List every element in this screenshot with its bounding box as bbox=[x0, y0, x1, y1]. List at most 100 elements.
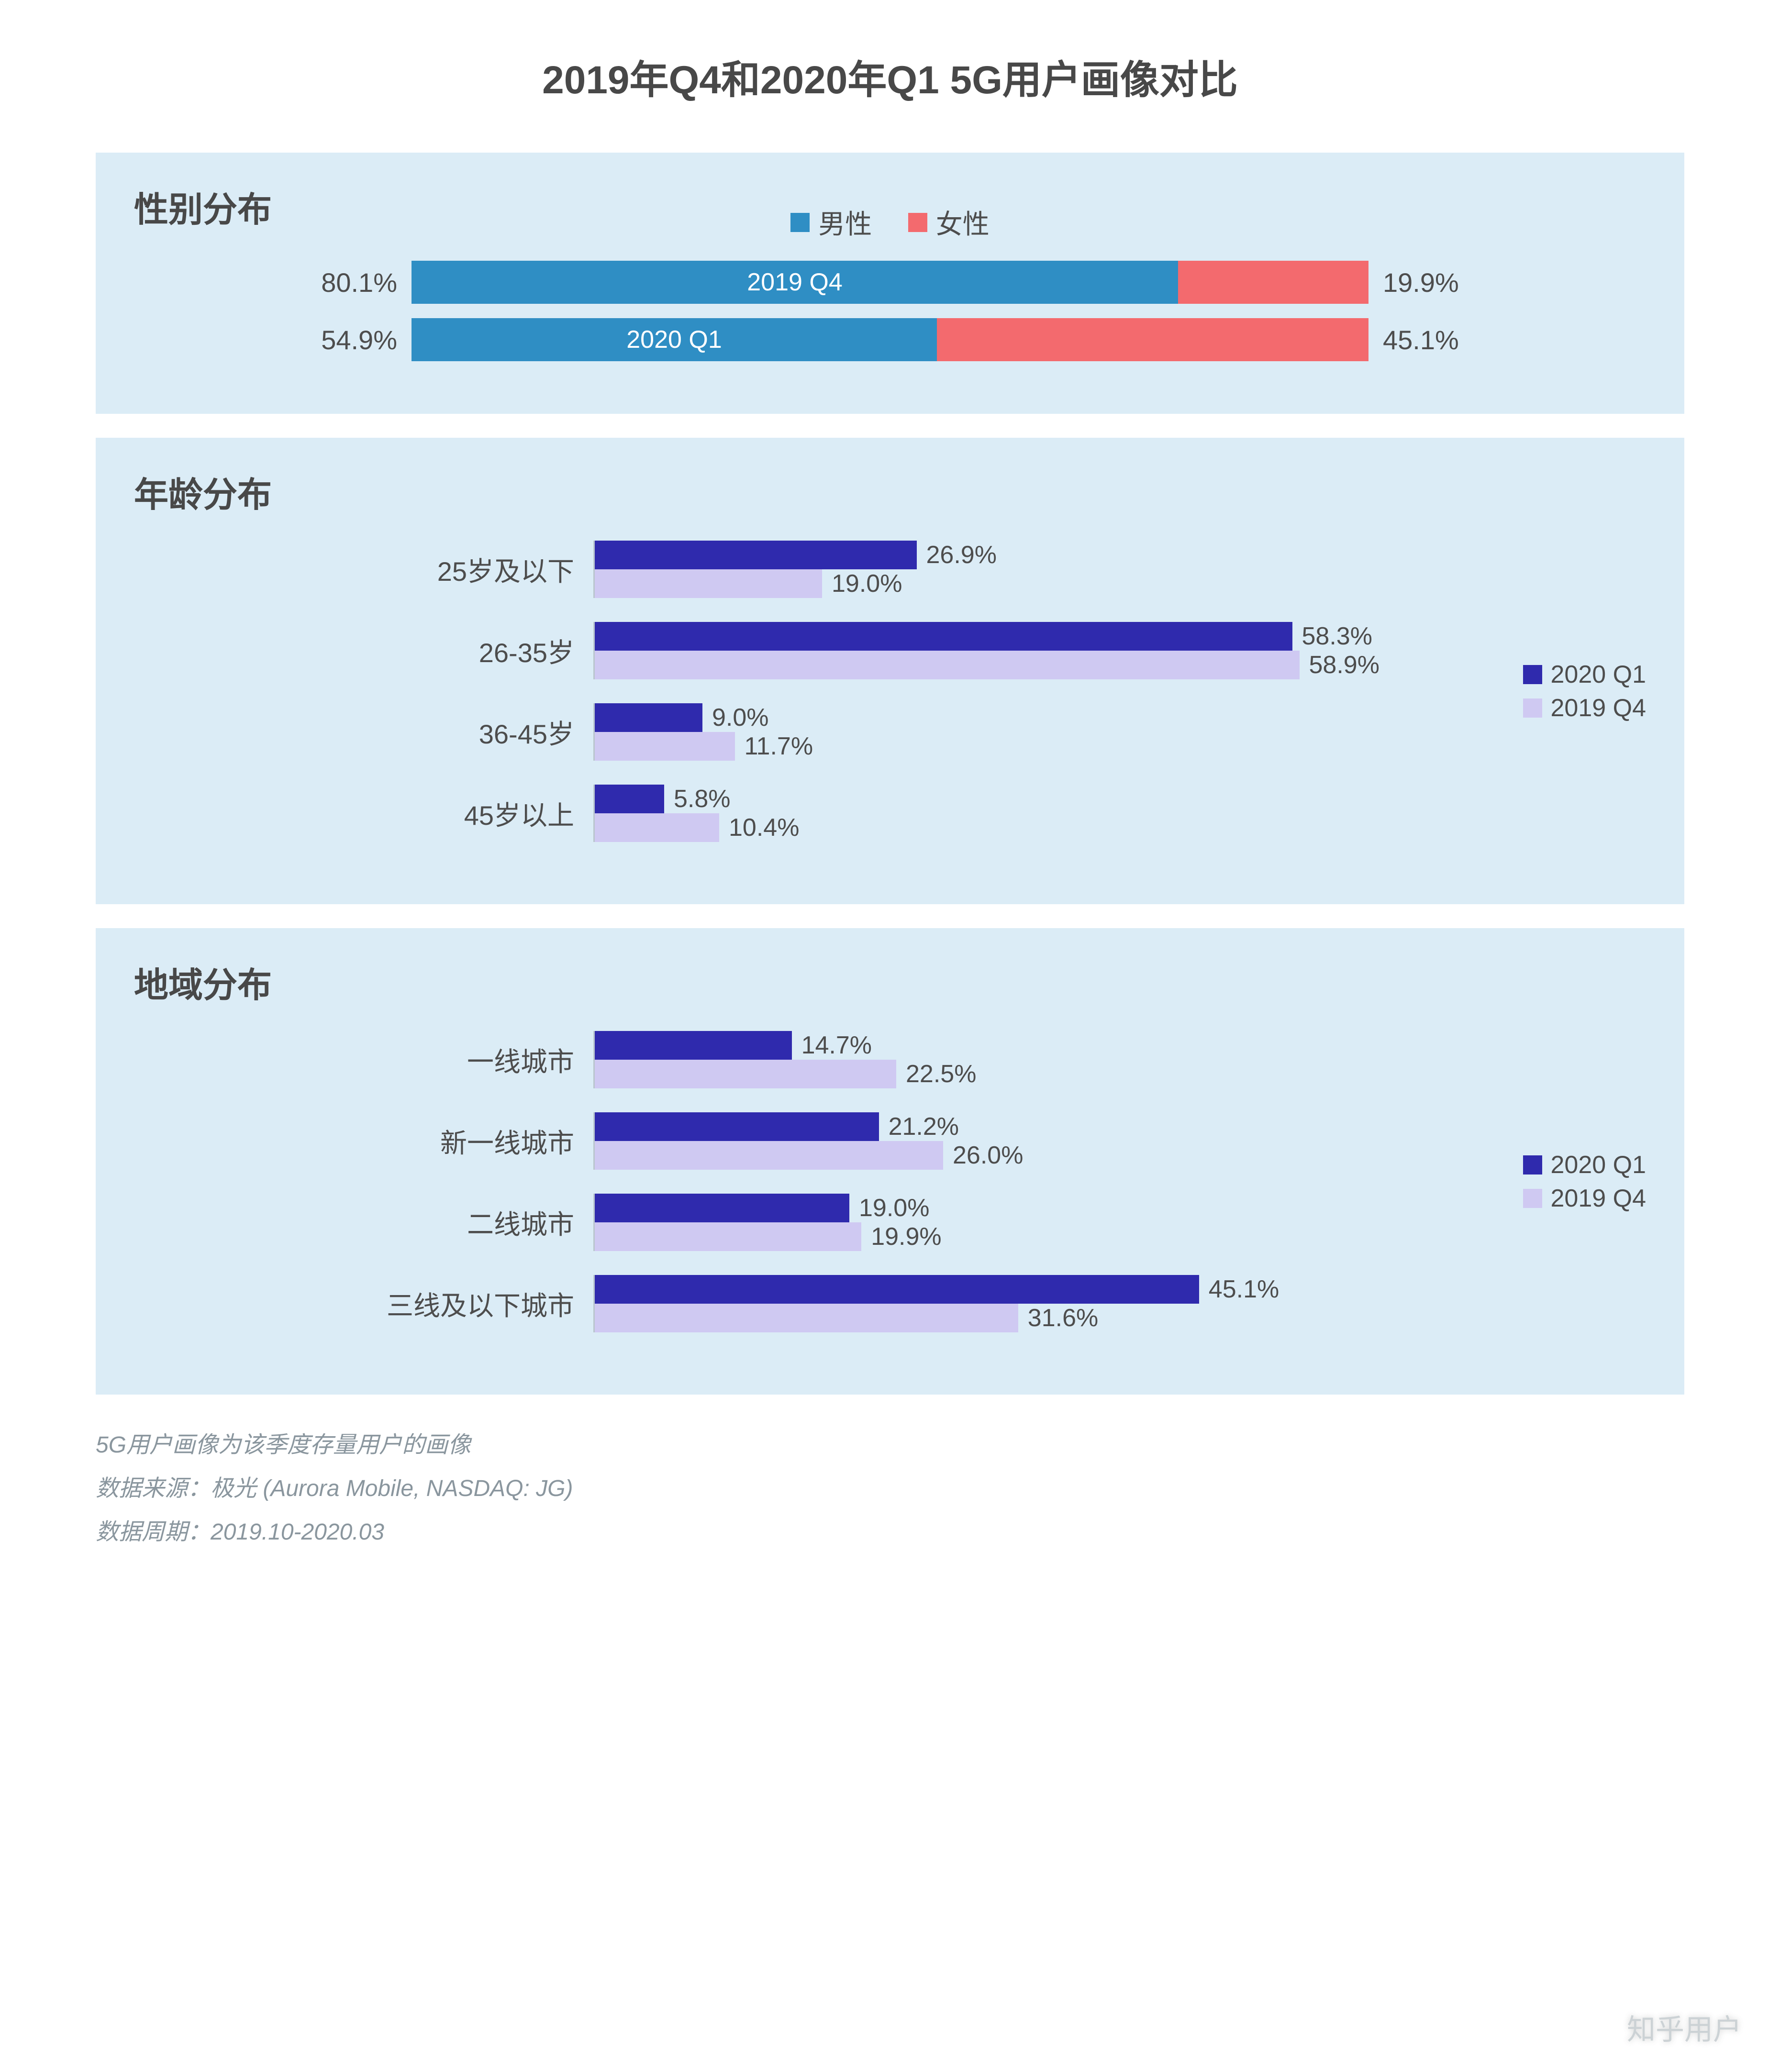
hbar-q4: 22.5% bbox=[595, 1060, 1359, 1088]
hbar-q1-value: 21.2% bbox=[889, 1112, 959, 1141]
hbar-q4: 19.0% bbox=[595, 569, 1359, 598]
hbar-q1-fill bbox=[595, 1031, 792, 1060]
panel-region: 地域分布 2020 Q1 2019 Q4 一线城市14.7%22.5%新一线城市… bbox=[96, 928, 1684, 1395]
gender-male-seg: 2019 Q4 bbox=[412, 261, 1178, 304]
zhihu-watermark: 知乎用户 bbox=[1627, 2006, 1742, 2048]
hbar-q4: 26.0% bbox=[595, 1141, 1359, 1170]
gender-male-pct: 54.9% bbox=[258, 324, 412, 355]
hbar-row: 一线城市 14.7% 22.5% bbox=[134, 1031, 1445, 1088]
panel-age: 年龄分布 2020 Q1 2019 Q4 25岁及以下 26.9%19.0% 26-… bbox=[96, 438, 1684, 904]
hbar-row: 45岁以上5.8%10.4% bbox=[134, 785, 1445, 842]
hbar-q1-value: 45.1% bbox=[1209, 1275, 1279, 1304]
hbar-row: 25岁及以下 26.9%19.0% bbox=[134, 541, 1445, 598]
hbar-q1: 19.0% bbox=[595, 1194, 1359, 1222]
hbar-q4: 31.6% bbox=[595, 1304, 1359, 1332]
gender-female-seg bbox=[937, 318, 1368, 361]
hbar-q4-value: 58.9% bbox=[1309, 651, 1380, 679]
hbar-q1-fill bbox=[595, 703, 702, 732]
hbar-q4-fill bbox=[595, 1060, 896, 1088]
hbar-row: 二线城市19.0%19.9% bbox=[134, 1194, 1445, 1251]
gender-period-label: 2020 Q1 bbox=[412, 325, 937, 354]
gender-bar: 2020 Q1 bbox=[412, 318, 1368, 361]
footnote-3: 数据周期：2019.10-2020.03 bbox=[96, 1510, 1684, 1554]
footnote-2: 数据来源：极光 (Aurora Mobile, NASDAQ: JG) bbox=[96, 1467, 1684, 1510]
hbar-bars: 14.7% 22.5% bbox=[593, 1031, 1359, 1088]
panel-age-title: 年龄分布 bbox=[134, 466, 1646, 517]
hbar-q4-fill bbox=[595, 569, 822, 598]
hbar-q1-value: 9.0% bbox=[712, 703, 769, 732]
legend-male-label: 男性 bbox=[818, 203, 872, 242]
hbar-category-label: 三线及以下城市 bbox=[134, 1285, 593, 1323]
legend-q4-region: 2019 Q4 bbox=[1523, 1184, 1646, 1213]
hbar-q1-value: 14.7% bbox=[801, 1031, 872, 1060]
hbar-q1: 9.0% bbox=[595, 703, 1359, 732]
hbar-q4: 11.7% bbox=[595, 732, 1359, 761]
gender-female-seg bbox=[1178, 261, 1368, 304]
hbar-category-label: 26-35岁 bbox=[134, 632, 593, 670]
hbar-q1: 14.7% bbox=[595, 1031, 1359, 1060]
hbar-category-label: 新一线城市 bbox=[134, 1122, 593, 1161]
gender-male-seg: 2020 Q1 bbox=[412, 318, 937, 361]
hbar-q4: 10.4% bbox=[595, 813, 1359, 842]
legend-q4-label: 2019 Q4 bbox=[1551, 694, 1646, 722]
hbar-bars: 45.1%31.6% bbox=[593, 1275, 1359, 1332]
hbar-q1-fill bbox=[595, 1194, 849, 1222]
hbar-q1-fill bbox=[595, 1112, 879, 1141]
legend-male-swatch bbox=[790, 213, 810, 232]
hbar-q4-fill bbox=[595, 732, 735, 761]
hbar-q1: 45.1% bbox=[595, 1275, 1359, 1304]
hbar-row: 三线及以下城市45.1%31.6% bbox=[134, 1275, 1445, 1332]
hbar-q4-value: 22.5% bbox=[906, 1060, 976, 1088]
hbar-row: 新一线城市21.2%26.0% bbox=[134, 1112, 1445, 1170]
gender-female-pct: 19.9% bbox=[1368, 267, 1522, 298]
hbar-q4-value: 26.0% bbox=[953, 1141, 1023, 1170]
hbar-q4: 19.9% bbox=[595, 1222, 1359, 1251]
hbar-bars: 19.0%19.9% bbox=[593, 1194, 1359, 1251]
legend-q1-region: 2020 Q1 bbox=[1523, 1151, 1646, 1179]
legend-q4-swatch bbox=[1523, 698, 1542, 718]
hbar-bars: 9.0%11.7% bbox=[593, 703, 1359, 761]
hbar-q1: 58.3% bbox=[595, 622, 1380, 651]
hbar-q1-fill bbox=[595, 1275, 1199, 1304]
hbar-category-label: 25岁及以下 bbox=[134, 550, 593, 589]
legend-q1: 2020 Q1 bbox=[1523, 660, 1646, 689]
legend-q4-swatch-region bbox=[1523, 1189, 1542, 1208]
legend-q4-label-region: 2019 Q4 bbox=[1551, 1184, 1646, 1213]
legend-male: 男性 bbox=[790, 203, 872, 242]
hbar-q4-fill bbox=[595, 1141, 943, 1170]
hbar-category-label: 一线城市 bbox=[134, 1041, 593, 1079]
gender-female-pct: 45.1% bbox=[1368, 324, 1522, 355]
hbar-category-label: 36-45岁 bbox=[134, 713, 593, 752]
hbar-q4-fill bbox=[595, 1222, 861, 1251]
gender-bar: 2019 Q4 bbox=[412, 261, 1368, 304]
hbar-q1: 26.9% bbox=[595, 541, 1359, 569]
legend-q1-swatch-region bbox=[1523, 1155, 1542, 1175]
hbar-bars: 21.2%26.0% bbox=[593, 1112, 1359, 1170]
gender-male-pct: 80.1% bbox=[258, 267, 412, 298]
legend-q1-label-region: 2020 Q1 bbox=[1551, 1151, 1646, 1179]
legend-female-swatch bbox=[908, 213, 927, 232]
hbar-category-label: 二线城市 bbox=[134, 1203, 593, 1242]
legend-female: 女性 bbox=[908, 203, 990, 242]
gender-row: 54.9%2020 Q1 45.1% bbox=[134, 318, 1646, 361]
hbar-q4-fill bbox=[595, 813, 719, 842]
gender-legend: 男性 女性 bbox=[134, 203, 1646, 242]
footnote-1: 5G用户画像为该季度存量用户的画像 bbox=[96, 1423, 1684, 1467]
hbar-row: 36-45岁9.0%11.7% bbox=[134, 703, 1445, 761]
hbar-q1-value: 19.0% bbox=[859, 1194, 929, 1222]
legend-q1-swatch bbox=[1523, 665, 1542, 684]
legend-q4: 2019 Q4 bbox=[1523, 694, 1646, 722]
legend-female-label: 女性 bbox=[936, 203, 990, 242]
hbar-row: 26-35岁58.3%58.9% bbox=[134, 622, 1445, 679]
hbar-bars: 58.3%58.9% bbox=[593, 622, 1380, 679]
gender-row: 80.1%2019 Q4 19.9% bbox=[134, 261, 1646, 304]
panel-gender: 性别分布 男性 女性 80.1%2019 Q419.9%54.9%2020 Q1… bbox=[96, 153, 1684, 414]
gender-period-label: 2019 Q4 bbox=[412, 268, 1178, 297]
hbar-q1-fill bbox=[595, 785, 664, 813]
age-legend: 2020 Q1 2019 Q4 bbox=[1523, 655, 1646, 727]
footnotes: 5G用户画像为该季度存量用户的画像 数据来源：极光 (Aurora Mobile… bbox=[96, 1423, 1684, 1554]
hbar-q4-fill bbox=[595, 651, 1300, 679]
hbar-q1-fill bbox=[595, 541, 917, 569]
hbar-q1-value: 26.9% bbox=[926, 541, 997, 569]
hbar-q4-value: 19.9% bbox=[871, 1222, 941, 1251]
